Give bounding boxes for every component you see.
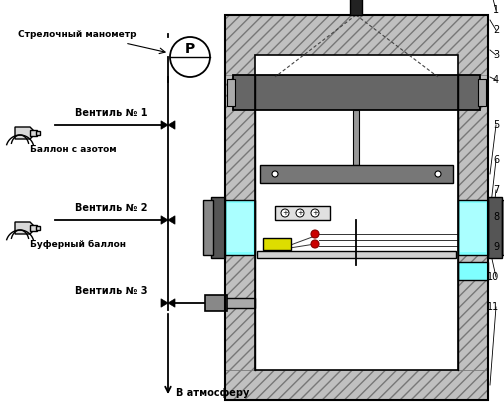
Polygon shape — [15, 127, 34, 139]
Text: +: + — [297, 210, 303, 216]
Bar — [36, 226, 40, 230]
Circle shape — [296, 209, 304, 217]
Bar — [30, 225, 37, 231]
Text: 8: 8 — [493, 212, 499, 222]
Circle shape — [311, 240, 319, 248]
Bar — [225, 15, 488, 75]
Text: 3: 3 — [493, 50, 499, 60]
Text: 5: 5 — [493, 120, 499, 130]
Circle shape — [311, 230, 319, 238]
Text: 10: 10 — [487, 272, 499, 282]
Bar — [255, 55, 458, 370]
Text: +: + — [312, 210, 318, 216]
Circle shape — [435, 171, 441, 177]
Bar — [233, 75, 480, 110]
Text: 6: 6 — [493, 155, 499, 165]
Bar — [275, 206, 330, 220]
Bar — [458, 45, 488, 370]
Bar — [227, 79, 235, 106]
Text: Баллон с азотом: Баллон с азотом — [30, 145, 116, 154]
Circle shape — [170, 37, 210, 77]
Bar — [458, 200, 488, 255]
Bar — [225, 45, 255, 370]
Bar — [458, 262, 488, 280]
Text: +: + — [282, 210, 288, 216]
Bar — [260, 165, 453, 183]
Circle shape — [281, 209, 289, 217]
Text: P: P — [185, 42, 195, 56]
Polygon shape — [168, 299, 175, 307]
Text: Вентиль № 3: Вентиль № 3 — [75, 286, 148, 296]
Polygon shape — [161, 216, 168, 224]
Bar — [257, 251, 456, 258]
Bar — [350, 0, 362, 15]
Bar — [30, 130, 37, 136]
Circle shape — [272, 171, 278, 177]
Bar — [225, 15, 488, 400]
Bar — [227, 203, 253, 252]
Text: 7: 7 — [493, 185, 499, 195]
Bar — [502, 200, 504, 255]
Polygon shape — [168, 216, 175, 224]
Bar — [460, 203, 486, 252]
Bar — [225, 298, 255, 308]
Text: Вентиль № 1: Вентиль № 1 — [75, 108, 148, 118]
Polygon shape — [15, 222, 34, 234]
Text: 1: 1 — [493, 5, 499, 15]
Bar — [225, 370, 488, 400]
Bar — [225, 200, 255, 255]
Polygon shape — [168, 121, 175, 129]
Polygon shape — [161, 299, 168, 307]
Text: 4: 4 — [493, 75, 499, 85]
Bar — [353, 110, 359, 165]
Bar — [36, 131, 40, 135]
Bar — [263, 238, 291, 250]
Text: 2: 2 — [493, 25, 499, 35]
Text: 9: 9 — [493, 242, 499, 252]
Bar — [211, 197, 225, 258]
Text: Стрелочный манометр: Стрелочный манометр — [18, 30, 137, 39]
Text: 11: 11 — [487, 302, 499, 312]
Text: Буферный баллон: Буферный баллон — [30, 240, 126, 249]
Bar — [255, 55, 458, 370]
Polygon shape — [161, 121, 168, 129]
Bar — [478, 79, 486, 106]
Bar — [205, 295, 227, 311]
Text: В атмосферу: В атмосферу — [176, 388, 249, 398]
Text: Вентиль № 2: Вентиль № 2 — [75, 203, 148, 213]
Circle shape — [311, 209, 319, 217]
Bar — [488, 197, 502, 258]
Bar — [203, 200, 213, 255]
